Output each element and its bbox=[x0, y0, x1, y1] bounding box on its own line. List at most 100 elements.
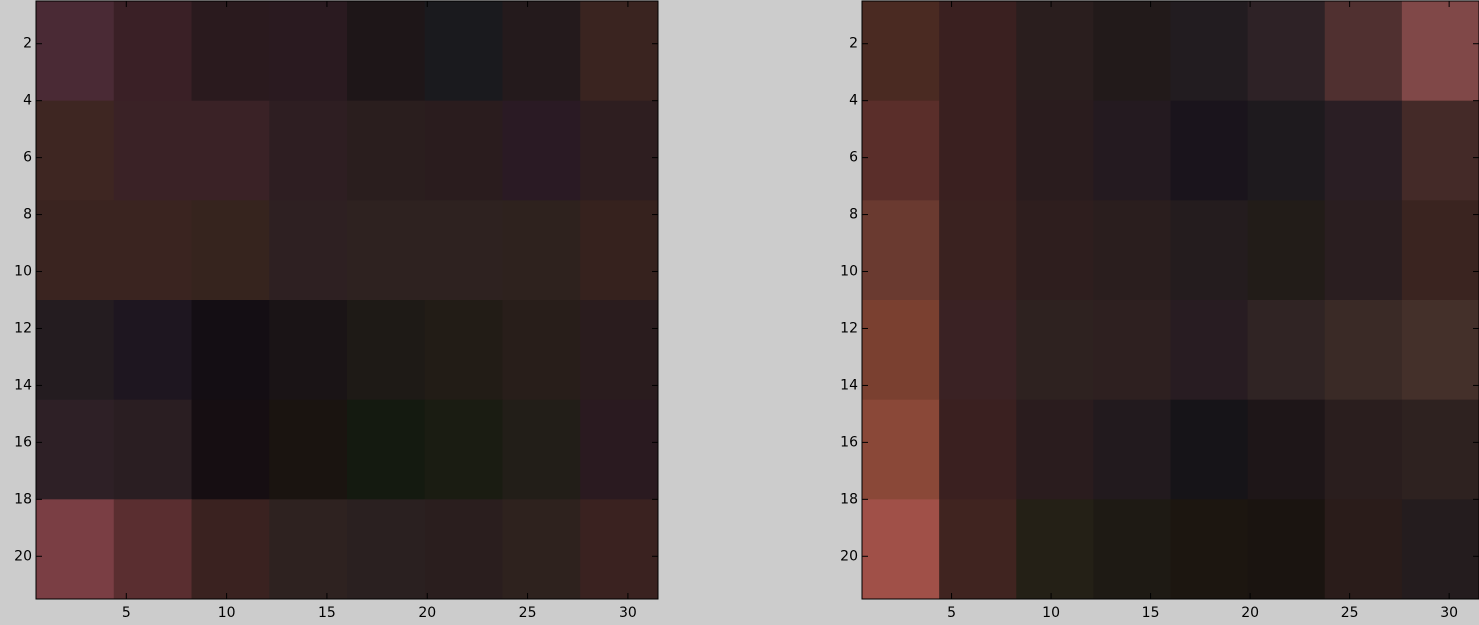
x-tick-label: 25 bbox=[519, 605, 537, 621]
image-cell bbox=[1093, 101, 1171, 201]
x-tick-label: 20 bbox=[1241, 605, 1259, 621]
y-tick-label: 18 bbox=[840, 491, 858, 507]
image-cell bbox=[862, 200, 940, 300]
image-cell bbox=[1093, 300, 1171, 400]
image-cell bbox=[1325, 400, 1403, 500]
image-cell bbox=[1093, 400, 1171, 500]
image-cell bbox=[1402, 1, 1479, 101]
image-cell bbox=[192, 499, 270, 599]
image-cell bbox=[269, 1, 347, 101]
x-tick-label: 10 bbox=[1042, 605, 1060, 621]
y-tick-label: 6 bbox=[23, 150, 32, 166]
y-tick-label: 20 bbox=[840, 548, 858, 564]
image-cell bbox=[503, 400, 581, 500]
image-cell bbox=[1016, 300, 1094, 400]
image-cell bbox=[1325, 200, 1403, 300]
image-cell bbox=[347, 101, 425, 201]
y-tick-label: 4 bbox=[849, 93, 858, 109]
figure: 5101520253024681012141618205101520253024… bbox=[0, 0, 1479, 625]
image-cell bbox=[580, 499, 658, 599]
y-tick-label: 20 bbox=[14, 548, 32, 564]
image-cell bbox=[347, 1, 425, 101]
image-cell bbox=[862, 400, 940, 500]
axes: 510152025302468101214161820 bbox=[840, 1, 1479, 621]
y-tick-label: 8 bbox=[849, 207, 858, 223]
image-cell bbox=[1248, 101, 1326, 201]
image-cell bbox=[1093, 499, 1171, 599]
y-tick-label: 16 bbox=[14, 434, 32, 450]
image-cell bbox=[580, 400, 658, 500]
y-tick-label: 6 bbox=[849, 150, 858, 166]
y-tick-label: 12 bbox=[840, 320, 858, 336]
image-cell bbox=[36, 1, 114, 101]
y-tick-label: 2 bbox=[23, 36, 32, 52]
image-cell bbox=[580, 200, 658, 300]
image-cell bbox=[425, 1, 503, 101]
image-cell bbox=[862, 1, 940, 101]
image-cell bbox=[269, 200, 347, 300]
image-cell bbox=[1171, 101, 1249, 201]
image-cell bbox=[939, 499, 1017, 599]
image-cell bbox=[1248, 200, 1326, 300]
x-tick-label: 5 bbox=[122, 605, 131, 621]
x-tick-label: 30 bbox=[1440, 605, 1458, 621]
y-tick-label: 16 bbox=[840, 434, 858, 450]
image-cell bbox=[939, 400, 1017, 500]
image-cell bbox=[1016, 499, 1094, 599]
image-cell bbox=[114, 200, 192, 300]
image-cell bbox=[347, 200, 425, 300]
image-cell bbox=[1016, 101, 1094, 201]
image-cell bbox=[1171, 499, 1249, 599]
image-cell bbox=[425, 200, 503, 300]
image-cell bbox=[36, 200, 114, 300]
image-cell bbox=[1093, 200, 1171, 300]
image-cell bbox=[580, 1, 658, 101]
y-tick-label: 10 bbox=[840, 264, 858, 280]
image-cell bbox=[862, 499, 940, 599]
x-tick-label: 5 bbox=[947, 605, 956, 621]
y-tick-label: 14 bbox=[14, 377, 32, 393]
image-cell bbox=[36, 101, 114, 201]
image-cell bbox=[503, 200, 581, 300]
y-tick-label: 10 bbox=[14, 264, 32, 280]
page: 5101520253024681012141618205101520253024… bbox=[0, 0, 1479, 625]
image-cell bbox=[192, 200, 270, 300]
image-cell bbox=[347, 400, 425, 500]
image-cell bbox=[1016, 200, 1094, 300]
image-cell bbox=[425, 300, 503, 400]
image-cell bbox=[1248, 499, 1326, 599]
image-cell bbox=[192, 1, 270, 101]
image-cell bbox=[1171, 1, 1249, 101]
x-tick-label: 25 bbox=[1341, 605, 1359, 621]
image-cell bbox=[503, 101, 581, 201]
image-cell bbox=[1248, 400, 1326, 500]
image-cell bbox=[503, 499, 581, 599]
image-cell bbox=[503, 1, 581, 101]
x-tick-label: 10 bbox=[218, 605, 236, 621]
image-cell bbox=[1248, 300, 1326, 400]
image-cell bbox=[939, 1, 1017, 101]
image-cell bbox=[425, 499, 503, 599]
image-cell bbox=[347, 300, 425, 400]
image-cell bbox=[939, 200, 1017, 300]
image-cell bbox=[1093, 1, 1171, 101]
image-cell bbox=[1325, 101, 1403, 201]
image-cell bbox=[36, 499, 114, 599]
image-cell bbox=[269, 400, 347, 500]
image-cell bbox=[1325, 1, 1403, 101]
image-cell bbox=[1402, 400, 1479, 500]
image-cell bbox=[114, 1, 192, 101]
axes: 510152025302468101214161820 bbox=[14, 1, 658, 621]
y-tick-label: 14 bbox=[840, 377, 858, 393]
image-cell bbox=[939, 101, 1017, 201]
image-cell bbox=[1402, 101, 1479, 201]
y-tick-label: 8 bbox=[23, 207, 32, 223]
x-tick-label: 15 bbox=[318, 605, 336, 621]
image-cell bbox=[1016, 400, 1094, 500]
image-cell bbox=[192, 300, 270, 400]
image-cell bbox=[269, 499, 347, 599]
image-cell bbox=[1402, 300, 1479, 400]
image-cell bbox=[36, 400, 114, 500]
image-cell bbox=[114, 300, 192, 400]
image-cell bbox=[939, 300, 1017, 400]
